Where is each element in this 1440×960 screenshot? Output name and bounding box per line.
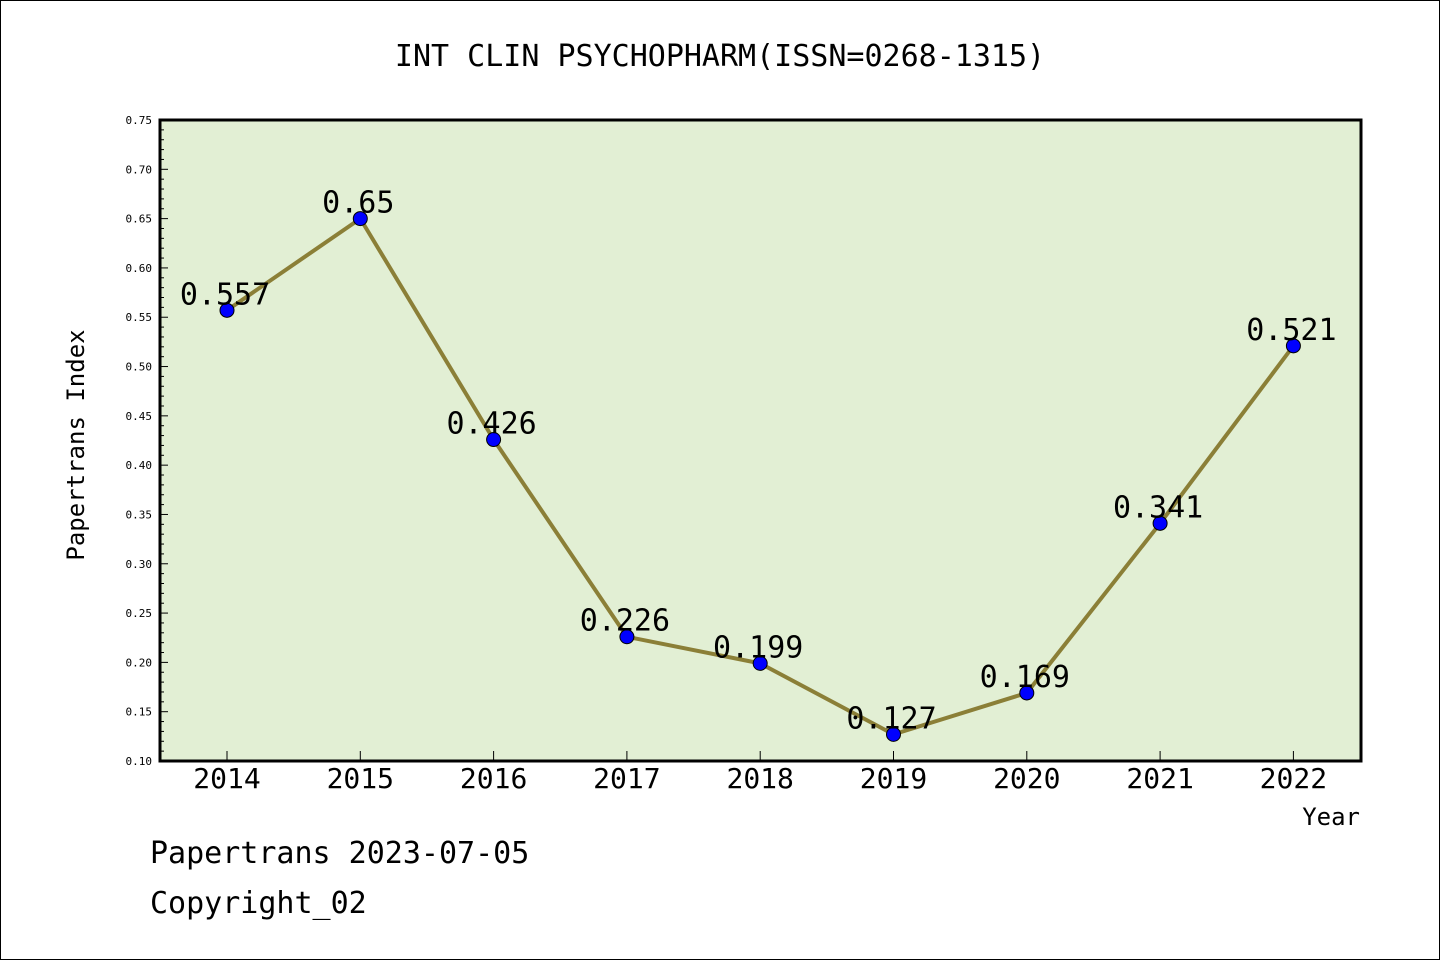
data-label: 0.127 <box>846 701 936 736</box>
y-tick-label: 0.40 <box>126 459 153 472</box>
y-tick-label: 0.45 <box>126 410 153 423</box>
y-tick-label: 0.55 <box>126 311 153 324</box>
plot-area <box>158 118 1363 763</box>
x-tick-label: 2022 <box>1260 762 1327 795</box>
y-tick-label: 0.10 <box>126 755 153 768</box>
data-label: 0.426 <box>446 407 536 442</box>
chart-title: INT CLIN PSYCHOPHARM(ISSN=0268-1315) <box>395 39 1045 74</box>
y-tick-label: 0.50 <box>126 361 153 374</box>
data-label: 0.557 <box>180 277 270 312</box>
y-tick-label: 0.70 <box>126 163 153 176</box>
y-tick-label: 0.35 <box>126 508 153 521</box>
data-point <box>1019 685 1035 701</box>
data-label: 0.521 <box>1246 313 1336 348</box>
data-label: 0.226 <box>580 604 670 639</box>
x-tick-label: 2020 <box>993 762 1060 795</box>
x-tick-label: 2014 <box>193 762 260 795</box>
data-point <box>486 432 502 448</box>
y-axis-label: Papertrans Index <box>62 329 90 560</box>
x-tick-label: 2015 <box>327 762 394 795</box>
y-tick-label: 0.75 <box>126 114 153 127</box>
data-point <box>619 629 635 645</box>
x-tick-label: 2021 <box>1126 762 1193 795</box>
data-point <box>219 302 235 318</box>
x-tick-label: 2019 <box>860 762 927 795</box>
y-tick-label: 0.30 <box>126 558 153 571</box>
data-point <box>352 211 368 227</box>
series-line <box>219 211 1301 742</box>
data-point <box>752 655 768 671</box>
y-axis: 0.10 0.15 0.20 0.25 0.30 0.35 0.40 0.45 0.50 0.55… <box>126 114 168 768</box>
x-tick-label: 2018 <box>726 762 793 795</box>
y-tick-label: 0.20 <box>126 656 153 669</box>
data-label: 0.65 <box>322 186 394 221</box>
x-axis: 2014 2015 2016 2017 2018 2019 2020 2021 2022 <box>193 751 1327 795</box>
y-tick-label: 0.15 <box>126 706 153 719</box>
footer-copyright: Copyright_02 <box>150 886 367 921</box>
data-label: 0.169 <box>980 660 1070 695</box>
y-tick-label: 0.60 <box>126 262 153 275</box>
data-point <box>886 726 901 742</box>
data-labels: 0.557 0.65 0.426 0.226 0.199 0.127 0.169 0.341 0… <box>180 186 1337 737</box>
data-point <box>1285 338 1301 354</box>
x-axis-label: Year <box>1302 803 1360 831</box>
data-label: 0.341 <box>1113 490 1203 525</box>
y-tick-label: 0.25 <box>126 607 153 620</box>
footer-date: Papertrans 2023-07-05 <box>150 836 530 871</box>
data-label: 0.199 <box>713 630 803 665</box>
x-tick-label: 2017 <box>593 762 660 795</box>
data-point <box>1152 515 1168 531</box>
x-tick-label: 2016 <box>460 762 527 795</box>
y-tick-label: 0.65 <box>126 213 153 226</box>
